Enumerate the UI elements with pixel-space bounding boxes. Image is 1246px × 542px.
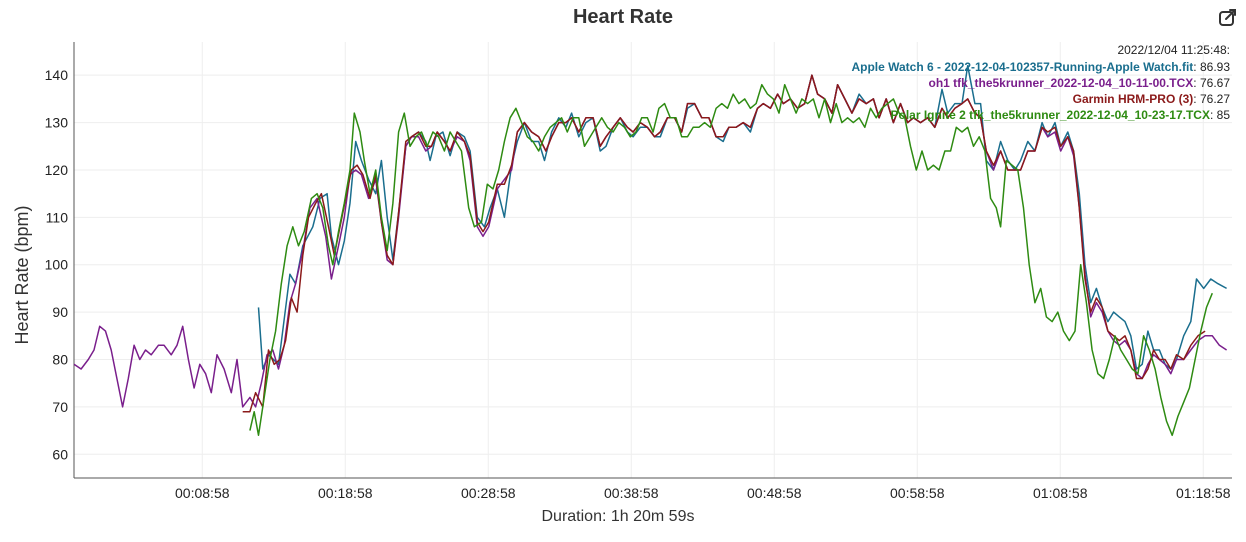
x-axis-ticks: 00:08:58 00:18:58 00:28:58 00:38:58 00:48:58…: [175, 485, 1231, 501]
y-tick-label: 70: [52, 399, 68, 415]
tooltip-series-name: oh1 tfk_the5krunner_2022-12-04_10-11-00.…: [929, 76, 1194, 90]
chart-title: Heart Rate: [572, 6, 674, 28]
tooltip-entry: Polar Ignite 2 tfk_the5krunner_2022-12-0…: [890, 108, 1230, 122]
x-tick-label: 01:18:58: [1176, 485, 1231, 501]
x-tick-label: 00:48:58: [747, 485, 802, 501]
x-tick-label: 00:38:58: [604, 485, 659, 501]
y-tick-label: 80: [52, 352, 68, 368]
y-tick-label: 130: [45, 115, 69, 131]
tooltip-series-value: 85: [1217, 108, 1231, 122]
tooltip: 2022/12/04 11:25:48: Apple Watch 6 - 2022…: [851, 43, 1230, 122]
series-lines: [73, 64, 1228, 437]
y-tick-label: 110: [46, 209, 69, 225]
x-tick-label: 00:28:58: [461, 485, 516, 501]
x-tick-label: 00:18:58: [318, 485, 373, 501]
tooltip-series-value: 76.67: [1200, 76, 1230, 90]
grid-lines: [74, 42, 1232, 478]
series-line-3[interactable]: [249, 83, 1213, 437]
y-axis-title: Heart Rate (bpm): [12, 205, 32, 344]
tooltip-series-value: 76.27: [1200, 92, 1230, 106]
y-axis-ticks: 60 70 80 90 100 110 120 130 140: [45, 67, 69, 462]
y-tick-label: 140: [45, 67, 69, 83]
tooltip-entry: oh1 tfk_the5krunner_2022-12-04_10-11-00.…: [929, 76, 1231, 90]
tooltip-time: 2022/12/04 11:25:48:: [1117, 43, 1230, 57]
x-tick-label: 00:08:58: [175, 485, 230, 501]
y-tick-label: 100: [45, 257, 69, 273]
x-axis-title: Duration: 1h 20m 59s: [542, 508, 695, 525]
export-icon[interactable]: [1218, 8, 1238, 28]
tooltip-series-value: 86.93: [1200, 60, 1230, 74]
tooltip-entry: Apple Watch 6 - 2022-12-04-102357-Runnin…: [851, 60, 1230, 74]
tooltip-series-name: Apple Watch 6 - 2022-12-04-102357-Runnin…: [851, 60, 1193, 74]
y-tick-label: 60: [52, 446, 68, 462]
tooltip-series-name: Garmin HRM-PRO (3): [1073, 92, 1194, 106]
x-tick-label: 01:08:58: [1033, 485, 1088, 501]
x-tick-label: 00:58:58: [890, 485, 945, 501]
tooltip-entry: Garmin HRM-PRO (3): 76.27: [1073, 92, 1231, 106]
y-tick-label: 90: [52, 304, 68, 320]
axes: [73, 42, 1232, 479]
series-line-2[interactable]: [242, 74, 1206, 413]
tooltip-series-name: Polar Ignite 2 tfk_the5krunner_2022-12-0…: [890, 108, 1209, 122]
y-tick-label: 120: [45, 162, 69, 178]
